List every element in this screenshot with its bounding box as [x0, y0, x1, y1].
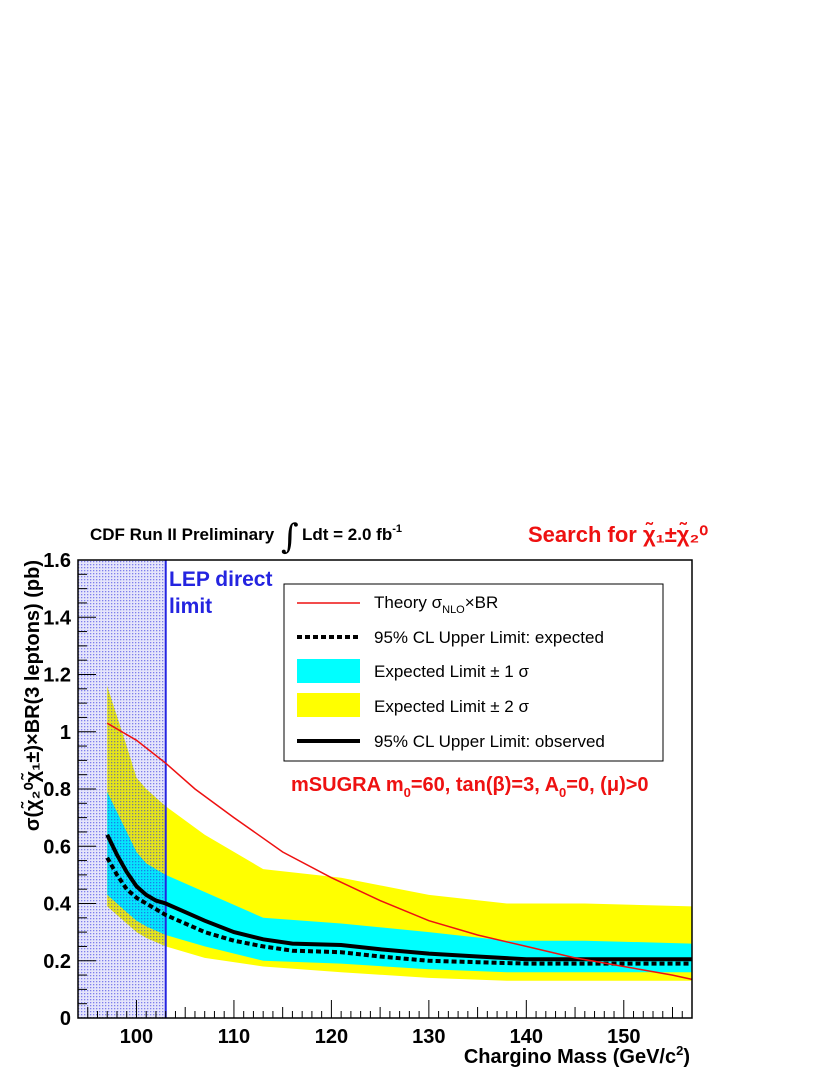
legend-expected-label: 95% CL Upper Limit: expected	[374, 628, 604, 647]
observed-limit-curve	[105, 833, 692, 962]
search-particles: χ̃₁±χ̃₂⁰	[643, 522, 708, 547]
luminosity-label: Ldt = 2.0 fb-1	[302, 523, 402, 544]
axis-ticks: 100 110 120 130 140 150 0 0.2 0.4 0.6 0.8 1 1.2 1.4 1.…	[43, 550, 683, 1048]
legend-two-sigma-label: Expected Limit ± 2 σ	[374, 697, 529, 716]
expected-limit-curve	[105, 856, 692, 966]
x-tick-label: 120	[315, 1026, 348, 1048]
x-tick-label: 140	[510, 1026, 543, 1048]
legend: Theory σNLO×BR 95% CL Upper Limit: expec…	[283, 583, 664, 762]
y-tick-label: 0.6	[43, 836, 71, 858]
model-label: mSUGRA m0=60, tan(β)=3, A0=0, (μ)>0	[291, 774, 649, 800]
legend-theory-label: Theory σNLO×BR	[374, 593, 498, 616]
x-tick-label: 150	[607, 1026, 640, 1048]
y-tick-label: 1	[60, 722, 71, 744]
luminosity-exponent: -1	[392, 523, 402, 535]
experiment-label: CDF Run II Preliminary	[90, 525, 275, 544]
y-tick-label: 1.2	[43, 665, 71, 687]
two-sigma-band	[107, 686, 692, 981]
integral-sign: ∫	[281, 517, 299, 557]
search-title: Search for χ̃₁±χ̃₂⁰	[528, 522, 708, 547]
lep-label-line2: limit	[169, 595, 212, 618]
x-tick-label: 110	[218, 1026, 250, 1048]
y-tick-label: 1.6	[43, 550, 71, 572]
y-tick-label: 1.4	[43, 607, 72, 629]
y-tick-label: 0	[60, 1008, 71, 1030]
y-tick-label: 0.8	[43, 779, 71, 801]
legend-one-sigma-label: Expected Limit ± 1 σ	[374, 662, 529, 681]
one-sigma-band	[107, 791, 692, 973]
legend-one-sigma-swatch	[297, 659, 360, 683]
y-tick-label: 0.4	[43, 894, 72, 916]
y-axis-label: σ(χ̃₂⁰χ̃₁±)×BR(3 leptons) (pb)	[20, 560, 44, 831]
x-tick-label: 100	[120, 1026, 153, 1048]
lep-label-line1: LEP direct	[169, 568, 272, 591]
x-axis-label: Chargino Mass (GeV/c2)	[464, 1043, 690, 1068]
legend-two-sigma-swatch	[297, 693, 360, 717]
theory-curve	[106, 722, 693, 981]
limit-curves	[105, 722, 693, 981]
x-tick-label: 130	[412, 1026, 445, 1048]
limit-bands	[107, 686, 692, 981]
legend-observed-label: 95% CL Upper Limit: observed	[374, 732, 605, 751]
y-tick-label: 0.2	[43, 951, 71, 973]
